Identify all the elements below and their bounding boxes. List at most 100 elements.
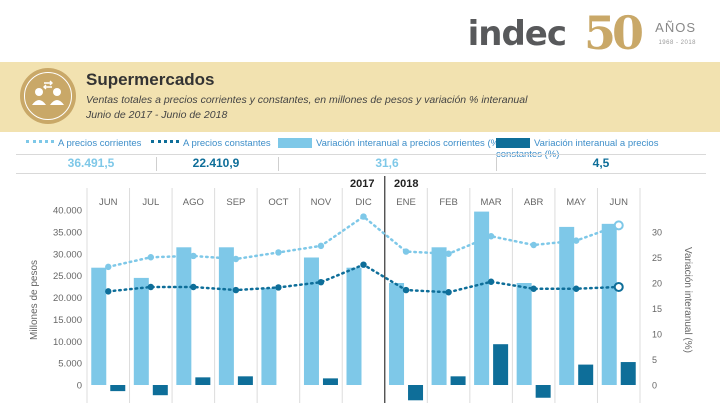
- divider: [496, 157, 497, 171]
- month-label: MAY: [566, 197, 587, 208]
- bar-var-constantes: [450, 376, 466, 385]
- page-title: Supermercados: [86, 70, 215, 89]
- point-constantes: [275, 284, 282, 291]
- bar-var-corrientes: [474, 211, 490, 385]
- subtitle: Ventas totales a precios corrientes y co…: [86, 94, 528, 106]
- value-constantes: 22.410,9: [192, 156, 240, 170]
- bar-var-corrientes: [133, 277, 149, 385]
- bar-var-constantes: [493, 344, 509, 385]
- header-banner: Supermercados Ventas totales a precios c…: [0, 62, 720, 132]
- y-tick-label: 40.000: [53, 206, 82, 217]
- point-corrientes: [445, 250, 452, 257]
- bar-var-corrientes: [176, 247, 192, 385]
- point-corrientes: [487, 233, 495, 240]
- bar-var-corrientes: [431, 247, 447, 385]
- bar-swatch: [278, 138, 312, 149]
- month-label: DIC: [355, 197, 372, 208]
- bar-var-corrientes: [601, 223, 617, 385]
- bar-var-corrientes: [389, 283, 405, 385]
- point-corrientes: [275, 249, 282, 256]
- y-right-tick-label: 20: [652, 279, 662, 289]
- point-constantes: [360, 261, 367, 268]
- point-constantes: [402, 286, 410, 294]
- y-tick-label: 15.000: [53, 315, 82, 326]
- legend-item-var-corrientes: Variación interanual a precios corriente…: [278, 138, 502, 149]
- point-constantes: [190, 283, 197, 291]
- bar-var-constantes: [578, 364, 594, 385]
- month-label: SEP: [226, 197, 245, 208]
- y-tick-label: 20.000: [53, 293, 82, 304]
- point-corrientes: [147, 254, 155, 261]
- latest-values-row: 36.491,5 22.410,9 31,6 4,5: [16, 154, 706, 174]
- point-constantes: [530, 285, 537, 292]
- point-corrientes: [190, 252, 197, 260]
- month-label: OCT: [268, 197, 288, 208]
- bar-var-corrientes: [91, 267, 107, 385]
- y-right-tick-label: 10: [652, 330, 662, 340]
- month-label: JUN: [609, 197, 628, 208]
- bar-var-constantes: [237, 376, 253, 385]
- month-label: JUN: [99, 197, 118, 208]
- value-corrientes: 36.491,5: [67, 156, 115, 170]
- bar-swatch: [496, 138, 530, 149]
- point-corrientes: [360, 213, 367, 220]
- point-corrientes: [530, 241, 537, 249]
- year-label-2018: 2018: [394, 178, 419, 190]
- bar-var-constantes: [620, 362, 636, 385]
- divider: [156, 157, 157, 171]
- dotted-line-swatch: [151, 139, 179, 147]
- value-var-constantes: 4,5: [592, 156, 610, 170]
- y-right-tick-label: 30: [652, 228, 662, 238]
- point-constantes: [445, 289, 452, 296]
- month-label: FEB: [439, 197, 457, 208]
- point-constantes: [147, 283, 155, 291]
- month-label: JUL: [142, 197, 159, 208]
- point-constantes: [105, 288, 112, 295]
- bar-var-constantes: [535, 385, 551, 398]
- year-label-2017: 2017: [350, 178, 375, 190]
- anniversary-number: 50: [583, 6, 644, 60]
- legend-label: Variación interanual a precios corriente…: [316, 138, 503, 149]
- y-right-tick-label: 15: [652, 304, 662, 314]
- y-tick-label: 35.000: [53, 227, 82, 238]
- bar-var-constantes: [322, 378, 338, 385]
- anniversary-years: 1968 - 2018: [658, 40, 696, 46]
- value-var-corrientes: 31,6: [375, 156, 399, 170]
- bar-var-constantes: [195, 377, 211, 385]
- dotted-line-swatch: [26, 139, 54, 147]
- point-constantes: [613, 281, 624, 292]
- month-label: MAR: [481, 197, 502, 208]
- legend-item-constantes: A precios constantes: [151, 138, 271, 149]
- y-tick-label: 10.000: [53, 337, 82, 348]
- bar-var-constantes: [152, 385, 168, 396]
- y-right-tick-label: 25: [652, 253, 662, 263]
- point-constantes: [572, 285, 580, 292]
- divider: [278, 157, 279, 171]
- point-corrientes: [317, 242, 325, 250]
- people-exchange-icon: [20, 68, 76, 124]
- y-tick-label: 30.000: [53, 249, 82, 260]
- legend-item-corrientes: A precios corrientes: [26, 138, 141, 149]
- y-tick-label: 5.000: [58, 359, 82, 370]
- legend-label: A precios corrientes: [58, 138, 142, 149]
- bar-var-corrientes: [303, 257, 319, 385]
- indec-logo: indec 50 AÑOS 1968 - 2018: [458, 6, 698, 60]
- bar-var-corrientes: [516, 283, 532, 385]
- y-right-tick-label: 5: [652, 355, 657, 365]
- period: Junio de 2017 - Junio de 2018: [86, 109, 228, 121]
- bar-var-corrientes: [346, 267, 362, 385]
- point-constantes: [232, 286, 240, 294]
- month-label: ABR: [524, 197, 544, 208]
- bar-var-corrientes: [261, 288, 277, 385]
- point-corrientes: [105, 263, 112, 271]
- brand-name: indec: [467, 14, 567, 54]
- month-label: ENE: [396, 197, 416, 208]
- y-tick-label: 25.000: [53, 271, 82, 282]
- point-constantes: [487, 278, 495, 285]
- bar-var-corrientes: [559, 226, 575, 385]
- point-constantes: [317, 278, 325, 286]
- point-corrientes: [402, 248, 410, 255]
- month-label: NOV: [311, 197, 332, 208]
- point-corrientes: [613, 220, 624, 231]
